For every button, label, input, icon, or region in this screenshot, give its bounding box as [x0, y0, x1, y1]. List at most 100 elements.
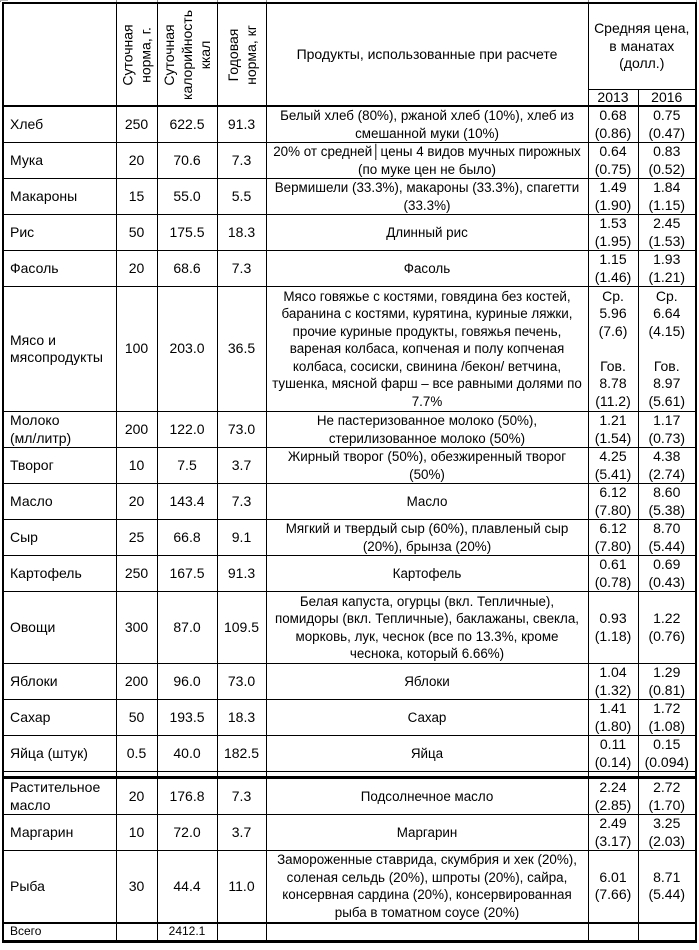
price-2013-cell: 0.61 (0.78) [587, 555, 639, 592]
price-2016-cell: 4.38 (2.74) [637, 447, 697, 484]
header-row-main: Суточная норма, г. Суточная калорийность… [2, 2, 697, 107]
yearly-norm-cell: 36.5 [216, 286, 267, 412]
product-name-cell: Мука [2, 142, 117, 179]
yearly-norm-cell: 91.3 [216, 555, 267, 592]
yearly-norm-cell: 91.3 [216, 105, 267, 143]
products-used-cell: Яблоки [265, 663, 589, 700]
yearly-norm-cell: 5.5 [216, 178, 267, 215]
table-row: Сахар 50 193.5 18.3 Сахар 1.41 (1.80) 1.… [2, 699, 697, 736]
price-2013-cell: 0.64 (0.75) [587, 142, 639, 179]
products-used-cell: Мягкий и твердый сыр (60%), плавленый сы… [265, 519, 589, 556]
yearly-norm-cell: 18.3 [216, 214, 267, 251]
price-2016-cell: 1.93 (1.21) [637, 250, 697, 287]
daily-norm-cell: 250 [115, 555, 158, 592]
price-2013-cell: 2.24 (2.85) [587, 777, 639, 815]
yearly-norm-cell: 109.5 [216, 591, 267, 664]
daily-calories-cell: 96.0 [156, 663, 218, 700]
product-name-cell: Маргарин [2, 814, 117, 851]
price-2013-cell: 6.12 (7.80) [587, 483, 639, 520]
price-2013-cell: 1.21 (1.54) [587, 411, 639, 448]
daily-norm-header: Суточная норма, г. [115, 2, 158, 107]
section-spacer-row [2, 771, 697, 779]
price-2013-cell: 4.25 (5.41) [587, 447, 639, 484]
daily-calories-header-label: Суточная калорийность ккал [161, 9, 214, 100]
products-used-cell: Яйца [265, 735, 589, 772]
price-2016-cell: 0.75 (0.47) [637, 105, 697, 143]
price-2013-cell: 0.68 (0.86) [587, 105, 639, 143]
price-2013-cell: 6.12 (7.80) [587, 519, 639, 556]
total-row: Всего 2412.1 [2, 922, 697, 942]
year-2013-header: 2013 [587, 88, 639, 107]
products-used-cell: Маргарин [265, 814, 589, 851]
product-name-cell: Рыба [2, 850, 117, 924]
products-used-cell: Мясо говяжье с костями, говядина без кос… [265, 286, 589, 412]
table-row: Картофель 250 167.5 91.3 Картофель 0.61 … [2, 555, 697, 592]
product-name-cell: Растительное масло [2, 777, 117, 815]
product-name-cell: Рис [2, 214, 117, 251]
daily-norm-cell: 20 [115, 483, 158, 520]
average-price-header: Средняя цена, в манатах (долл.) [587, 2, 697, 90]
daily-calories-cell: 622.5 [156, 105, 218, 143]
daily-norm-cell: 20 [115, 142, 158, 179]
daily-calories-cell: 175.5 [156, 214, 218, 251]
yearly-norm-header: Годовая норма, кг [216, 2, 267, 107]
product-name-cell: Сыр [2, 519, 117, 556]
price-2016-cell: 2.45 (1.53) [637, 214, 697, 251]
daily-norm-cell: 10 [115, 447, 158, 484]
price-2016-cell: 1.22 (0.76) [637, 591, 697, 664]
table-row: Яблоки 200 96.0 73.0 Яблоки 1.04 (1.32) … [2, 663, 697, 700]
price-2013-cell: 0.93 (1.18) [587, 591, 639, 664]
daily-calories-cell: 87.0 [156, 591, 218, 664]
table-row: Сыр 25 66.8 9.1 Мягкий и твердый сыр (60… [2, 519, 697, 556]
daily-norm-header-label: Суточная норма, г. [119, 23, 154, 86]
top-edge-artifact [116, 0, 117, 2]
daily-calories-cell: 44.4 [156, 850, 218, 924]
product-name-cell: Макароны [2, 178, 117, 215]
products-used-cell: Картофель [265, 555, 589, 592]
product-name-cell: Картофель [2, 555, 117, 592]
top-edge-artifact [696, 0, 697, 2]
table-row: Масло 20 143.4 7.3 Масло 6.12 (7.80) 8.6… [2, 483, 697, 520]
price-2016-cell: 1.29 (0.81) [637, 663, 697, 700]
table-row: Рис 50 175.5 18.3 Длинный рис 1.53 (1.95… [2, 214, 697, 251]
daily-calories-cell: 66.8 [156, 519, 218, 556]
daily-calories-cell: 55.0 [156, 178, 218, 215]
daily-calories-cell: 193.5 [156, 699, 218, 736]
yearly-norm-cell: 3.7 [216, 447, 267, 484]
product-name-cell: Хлеб [2, 105, 117, 143]
daily-calories-cell: 143.4 [156, 483, 218, 520]
price-2013-cell: 2.49 (3.17) [587, 814, 639, 851]
price-2016-cell: 1.72 (1.08) [637, 699, 697, 736]
daily-norm-cell: 15 [115, 178, 158, 215]
daily-norm-cell: 10 [115, 814, 158, 851]
daily-norm-cell: 200 [115, 411, 158, 448]
daily-norm-cell: 20 [115, 777, 158, 815]
daily-calories-cell: 176.8 [156, 777, 218, 815]
products-used-cell: Фасоль [265, 250, 589, 287]
yearly-norm-cell: 9.1 [216, 519, 267, 556]
daily-norm-cell: 30 [115, 850, 158, 924]
product-column-header [2, 2, 117, 107]
total-products-cell [265, 922, 589, 942]
daily-calories-header: Суточная калорийность ккал [156, 2, 218, 107]
product-name-cell: Яблоки [2, 663, 117, 700]
yearly-norm-cell: 3.7 [216, 814, 267, 851]
price-2013-cell: 1.49 (1.90) [587, 178, 639, 215]
price-2016-cell: 1.84 (1.15) [637, 178, 697, 215]
products-used-cell: Не пастеризованное молоко (50%), стерили… [265, 411, 589, 448]
products-used-cell: Подсолнечное масло [265, 777, 589, 815]
daily-calories-cell: 203.0 [156, 286, 218, 412]
daily-norm-cell: 300 [115, 591, 158, 664]
price-2016-cell: 0.69 (0.43) [637, 555, 697, 592]
yearly-norm-cell: 7.3 [216, 483, 267, 520]
table-row: Творог 10 7.5 3.7 Жирный творог (50%), о… [2, 447, 697, 484]
price-2013-cell: 6.01 (7.66) [587, 850, 639, 924]
daily-norm-cell: 20 [115, 250, 158, 287]
price-2013-cell: Ср. 5.96 (7.6) Гов. 8.78 (11.2) [587, 286, 639, 412]
table-row: Фасоль 20 68.6 7.3 Фасоль 1.15 (1.46) 1.… [2, 250, 697, 287]
daily-norm-cell: 200 [115, 663, 158, 700]
yearly-norm-cell: 7.3 [216, 142, 267, 179]
price-2013-cell: 1.15 (1.46) [587, 250, 639, 287]
